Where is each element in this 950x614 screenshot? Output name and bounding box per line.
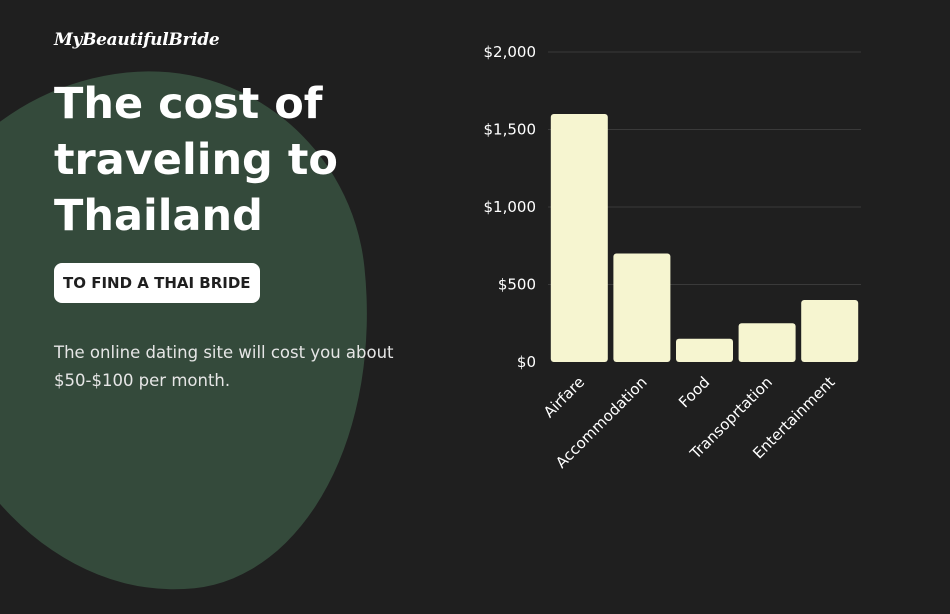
- y-tick-label: $1,000: [484, 198, 537, 216]
- bar-accommodation: [613, 253, 671, 362]
- topic-badge: TO FIND A THAI BRIDE: [54, 263, 260, 303]
- y-tick-label: $1,500: [484, 121, 537, 139]
- y-tick-label: $500: [498, 276, 536, 294]
- y-tick-label: $2,000: [484, 43, 537, 61]
- page-title: The cost of traveling to Thailand: [54, 79, 338, 241]
- bar-entertainment: [801, 300, 859, 362]
- bar-transoprtation: [738, 323, 796, 362]
- bar-airfare: [550, 114, 608, 362]
- bar-food: [676, 338, 733, 362]
- y-tick-label: $0: [517, 353, 536, 371]
- cost-bar-chart: $0$500$1,000$1,500$2,000 AirfareAccommod…: [484, 43, 861, 472]
- description-text: The online dating site will cost you abo…: [54, 343, 394, 390]
- x-category-label: Food: [675, 373, 713, 411]
- brand-logo: MyBeautifulBride: [54, 30, 220, 50]
- x-category-label: Airfare: [540, 373, 588, 421]
